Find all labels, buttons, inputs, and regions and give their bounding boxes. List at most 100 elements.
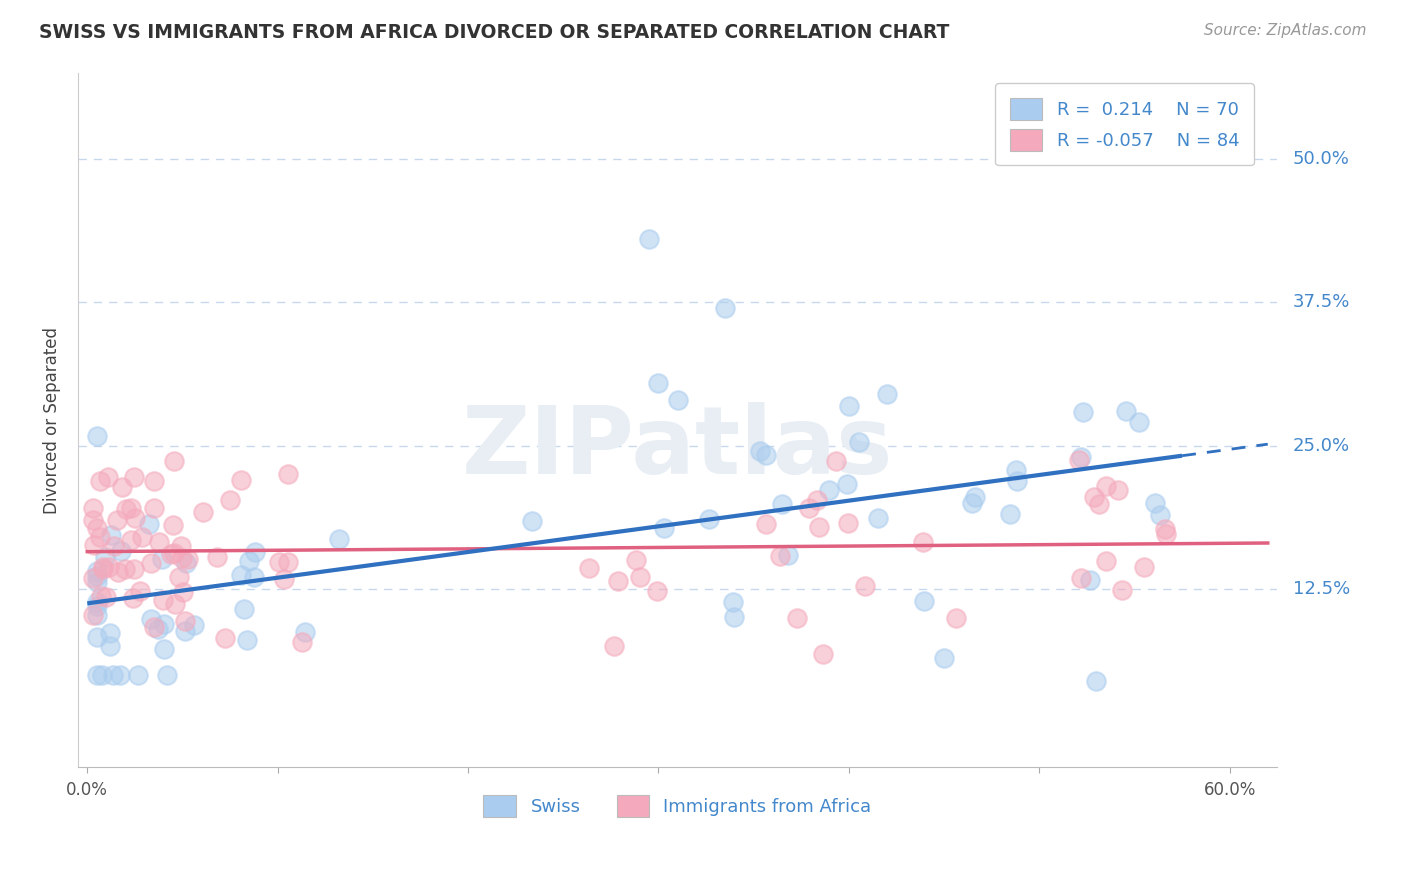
Point (170, 539, 193, 553)
Point (769, 549, 792, 563)
Point (86, 630, 108, 644)
Point (1111, 583, 1133, 598)
Point (98, 559, 121, 574)
Point (1070, 571, 1092, 585)
Point (1069, 452, 1091, 467)
Point (172, 551, 194, 566)
Point (107, 565, 129, 579)
Point (1095, 553, 1118, 567)
Point (148, 534, 170, 549)
Point (328, 533, 350, 547)
Point (697, 512, 720, 526)
Point (242, 570, 264, 584)
Point (748, 444, 770, 458)
Point (797, 501, 820, 516)
Point (945, 611, 967, 625)
Point (755, 448, 778, 462)
Point (193, 505, 215, 519)
Point (1080, 573, 1102, 587)
Text: 25.0%: 25.0% (1294, 437, 1350, 455)
Point (1107, 483, 1129, 497)
Point (1149, 508, 1171, 523)
Point (714, 301, 737, 316)
Point (520, 514, 543, 528)
Point (277, 555, 299, 569)
Point (652, 521, 675, 535)
Point (778, 548, 800, 562)
Point (97, 469, 120, 483)
Point (1115, 404, 1137, 418)
Point (645, 584, 668, 599)
Point (1154, 526, 1177, 541)
Point (214, 631, 236, 645)
Point (277, 467, 299, 481)
Point (291, 635, 314, 649)
Point (93, 562, 115, 576)
Point (1128, 415, 1150, 429)
Point (838, 399, 860, 413)
Point (912, 594, 935, 608)
Point (131, 530, 153, 544)
Point (96, 590, 118, 604)
Point (638, 232, 661, 246)
Point (205, 550, 228, 565)
Point (86, 568, 108, 582)
Text: 37.5%: 37.5% (1294, 293, 1350, 311)
Point (786, 611, 808, 625)
Point (876, 387, 898, 401)
Point (1087, 498, 1109, 512)
Point (666, 392, 689, 407)
Point (94, 550, 117, 565)
Point (162, 517, 184, 532)
Point (174, 557, 197, 571)
Point (86, 595, 108, 609)
Point (165, 597, 187, 611)
Point (1070, 450, 1092, 465)
Point (91, 668, 114, 682)
Point (755, 517, 778, 532)
Point (141, 556, 163, 570)
Point (86, 608, 108, 623)
Point (83, 538, 105, 552)
Point (163, 454, 186, 468)
Point (98, 626, 121, 640)
Point (269, 555, 291, 569)
Point (110, 480, 132, 494)
Point (233, 601, 256, 615)
Point (932, 651, 955, 665)
Point (1071, 405, 1094, 419)
Point (89, 530, 111, 544)
Point (105, 513, 128, 527)
Point (160, 547, 183, 561)
Point (630, 570, 652, 584)
Point (219, 493, 242, 508)
Point (770, 497, 793, 511)
Point (82, 501, 104, 516)
Point (866, 511, 889, 525)
Point (624, 553, 647, 567)
Point (110, 668, 132, 682)
Point (82, 571, 104, 585)
Point (152, 593, 174, 607)
Point (129, 584, 152, 599)
Point (1095, 479, 1118, 493)
Point (86, 574, 108, 589)
Point (86, 521, 108, 535)
Point (82, 513, 104, 527)
Point (127, 668, 149, 682)
Point (825, 454, 848, 468)
Point (578, 561, 600, 575)
Point (143, 620, 166, 634)
Point (1085, 674, 1108, 689)
Point (110, 544, 132, 558)
Point (912, 535, 935, 549)
Point (173, 614, 195, 628)
Point (167, 570, 190, 584)
Text: ZIPatlas: ZIPatlas (461, 402, 893, 494)
Point (835, 476, 858, 491)
Point (229, 568, 252, 582)
Text: 12.5%: 12.5% (1294, 581, 1350, 599)
Point (229, 473, 252, 487)
Point (124, 562, 146, 576)
Point (89, 475, 111, 489)
